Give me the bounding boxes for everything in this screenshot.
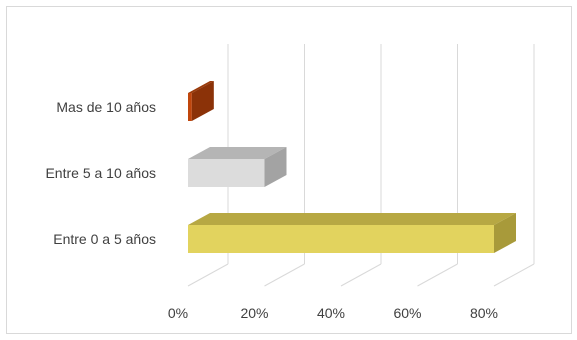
category-label: Mas de 10 años	[56, 99, 156, 115]
bar-top	[188, 213, 516, 225]
bar-front	[188, 159, 265, 187]
floor-gridline	[187, 263, 229, 287]
x-tick-label: 80%	[470, 305, 498, 321]
x-tick-label: 40%	[317, 305, 345, 321]
floor-gridline	[417, 263, 458, 287]
bar-top	[188, 81, 214, 93]
bar-side	[191, 81, 214, 121]
chart-frame	[6, 6, 572, 334]
x-tick-label: 20%	[240, 305, 268, 321]
floor-gridline	[340, 263, 382, 287]
x-tick-label: 0%	[168, 305, 188, 321]
x-tick-label: 60%	[393, 305, 421, 321]
floor-gridline	[264, 263, 305, 287]
bar-top	[188, 147, 287, 159]
bar-side	[264, 147, 287, 187]
floor-gridline	[493, 263, 535, 287]
bar-front	[188, 225, 494, 253]
category-label: Entre 5 a 10 años	[45, 165, 156, 181]
category-label: Entre 0 a 5 años	[53, 231, 156, 247]
bar-side	[494, 213, 516, 253]
bar-front	[188, 93, 192, 121]
